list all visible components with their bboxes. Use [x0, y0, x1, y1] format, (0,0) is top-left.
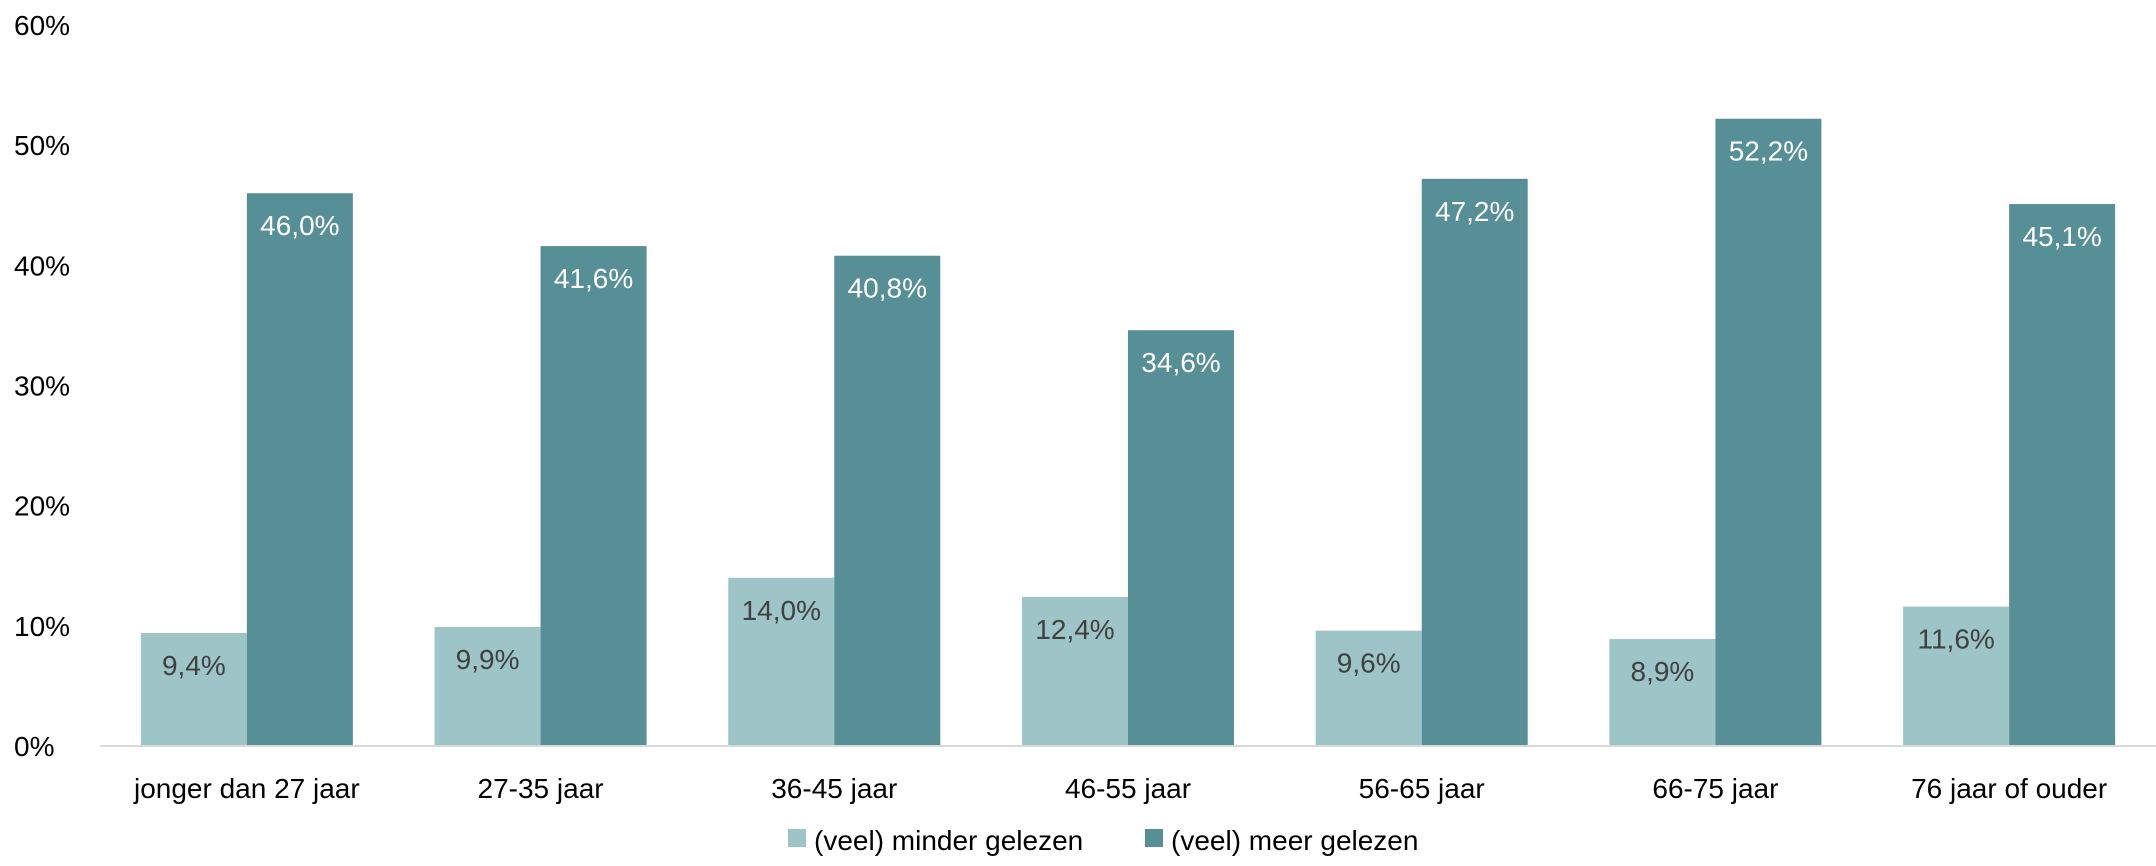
- data-label: 52,2%: [1729, 136, 1808, 167]
- legend-swatch: [1145, 829, 1163, 847]
- bar-meer: [246, 193, 353, 746]
- data-label: 46,0%: [260, 210, 339, 241]
- data-label: 11,6%: [1917, 624, 1994, 655]
- bar-minder: [434, 627, 541, 746]
- legend-swatch: [788, 829, 806, 847]
- data-label: 47,2%: [1435, 196, 1514, 227]
- x-category-label: 46-55 jaar: [1065, 773, 1191, 804]
- x-category-label: jonger dan 27 jaar: [133, 773, 360, 804]
- data-label: 12,4%: [1035, 614, 1114, 645]
- bar-meer: [1715, 118, 1822, 747]
- x-category-label: 56-65 jaar: [1359, 773, 1485, 804]
- legend-label: (veel) minder gelezen: [814, 825, 1083, 856]
- y-tick-label: 30%: [14, 371, 70, 402]
- data-label: 41,6%: [554, 263, 633, 294]
- bar-meer: [1128, 330, 1234, 746]
- data-label: 9,4%: [162, 650, 226, 681]
- data-label: 40,8%: [848, 273, 927, 304]
- y-tick-label: 10%: [14, 611, 70, 642]
- x-category-label: 36-45 jaar: [771, 773, 897, 804]
- y-tick-label: 20%: [14, 491, 70, 522]
- y-tick-label: 0%: [14, 731, 54, 762]
- bar-meer: [540, 246, 647, 746]
- bar-meer: [834, 255, 941, 746]
- x-category-label: 66-75 jaar: [1652, 773, 1778, 804]
- bar-minder: [1315, 630, 1422, 746]
- data-label: 14,0%: [742, 595, 821, 626]
- data-label: 45,1%: [2022, 221, 2101, 252]
- data-label: 8,9%: [1631, 656, 1695, 687]
- y-tick-label: 40%: [14, 250, 70, 281]
- bar-minder: [1903, 606, 2010, 746]
- data-label: 34,6%: [1141, 347, 1220, 378]
- bar-minder: [1609, 639, 1716, 746]
- data-label: 9,9%: [456, 644, 520, 675]
- bar-minder: [728, 577, 835, 746]
- x-category-label: 27-35 jaar: [478, 773, 604, 804]
- x-category-label: 76 jaar of ouder: [1911, 773, 2107, 804]
- y-tick-label: 60%: [14, 10, 70, 41]
- y-tick-label: 50%: [14, 130, 70, 161]
- bar-meer: [2009, 204, 2116, 746]
- bar-minder: [1022, 596, 1128, 746]
- bar-minder: [140, 633, 247, 746]
- legend-label: (veel) meer gelezen: [1171, 825, 1418, 856]
- data-label: 9,6%: [1337, 648, 1401, 679]
- bar-meer: [1421, 178, 1528, 746]
